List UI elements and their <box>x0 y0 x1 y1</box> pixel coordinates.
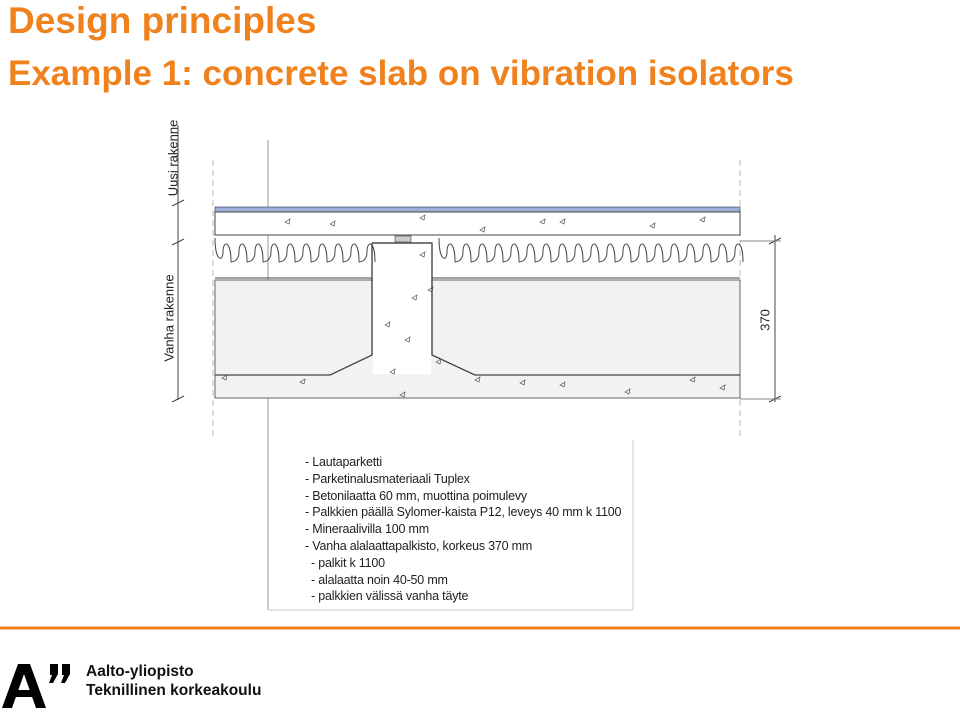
note-item: - Mineraalivilla 100 mm <box>305 522 429 537</box>
aggregate-mark <box>419 251 426 258</box>
aggregate-mark <box>474 376 481 383</box>
wave <box>214 237 744 263</box>
aggregate-mark <box>419 214 426 221</box>
scale-tick <box>171 199 185 207</box>
school: Teknillinen korkeakoulu <box>86 682 262 699</box>
note-sub-item: - alalaatta noin 40-50 mm <box>311 572 448 587</box>
aggregate-mark <box>389 368 396 375</box>
aggregate-mark <box>399 391 406 398</box>
aggregate-mark <box>479 226 486 233</box>
subtitle: Example 1: concrete slab on vibration is… <box>8 54 794 93</box>
aggregate-mark <box>299 378 306 385</box>
aggregate-mark <box>519 379 526 386</box>
logo <box>2 664 70 708</box>
aggregate-mark <box>559 218 566 225</box>
aggregate-mark <box>719 384 726 391</box>
aggregate-mark <box>404 336 411 343</box>
note-sub-item: - palkkien välissä vanha täyte <box>311 589 469 604</box>
aggregate-mark <box>649 222 656 229</box>
aggregate-mark <box>689 376 696 383</box>
aggregate-mark <box>539 218 546 225</box>
new-structure-label: Uusi rakenne <box>165 120 180 197</box>
note-item: - Palkkien päällä Sylomer-kaista P12, le… <box>305 505 622 520</box>
note-item: - Betonilaatta 60 mm, muottina poimulevy <box>305 488 527 503</box>
aggregate-mark <box>559 381 566 388</box>
aggregate-mark <box>221 374 228 381</box>
concrete-slab <box>214 211 741 236</box>
beam-outline <box>329 242 476 376</box>
scale-tick <box>171 395 185 403</box>
note-item: - Parketinalusmateriaali Tuplex <box>305 471 470 486</box>
old-structure-label: Vanha rakenne <box>161 274 176 361</box>
aggregate-mark <box>411 294 418 301</box>
aggregate-mark <box>427 286 434 293</box>
scale-tick <box>171 238 185 246</box>
note-item: - Vanha alalaattapalkisto, korkeus 370 m… <box>305 538 533 553</box>
title: Design principles <box>8 0 317 41</box>
aggregate-mark <box>624 388 631 395</box>
parquet <box>214 206 741 213</box>
beam-fill <box>373 244 431 374</box>
note-sub-item: - palkit k 1100 <box>311 555 385 570</box>
notes: - Lautaparketti - Parketinalusmateriaali … <box>305 454 621 605</box>
dimension-label: 370 <box>757 309 772 331</box>
aggregate-mark <box>284 218 291 225</box>
old-slab <box>214 279 741 399</box>
aggregate-mark <box>384 321 391 328</box>
aggregate <box>221 214 726 398</box>
sylomer-strip <box>394 235 412 243</box>
corrugated-board <box>214 237 744 279</box>
note-item: - Lautaparketti <box>305 455 382 469</box>
organization: Aalto-yliopisto <box>86 663 194 680</box>
aggregate-mark <box>435 358 442 365</box>
aggregate-mark <box>329 220 336 227</box>
aggregate-mark <box>699 216 706 223</box>
